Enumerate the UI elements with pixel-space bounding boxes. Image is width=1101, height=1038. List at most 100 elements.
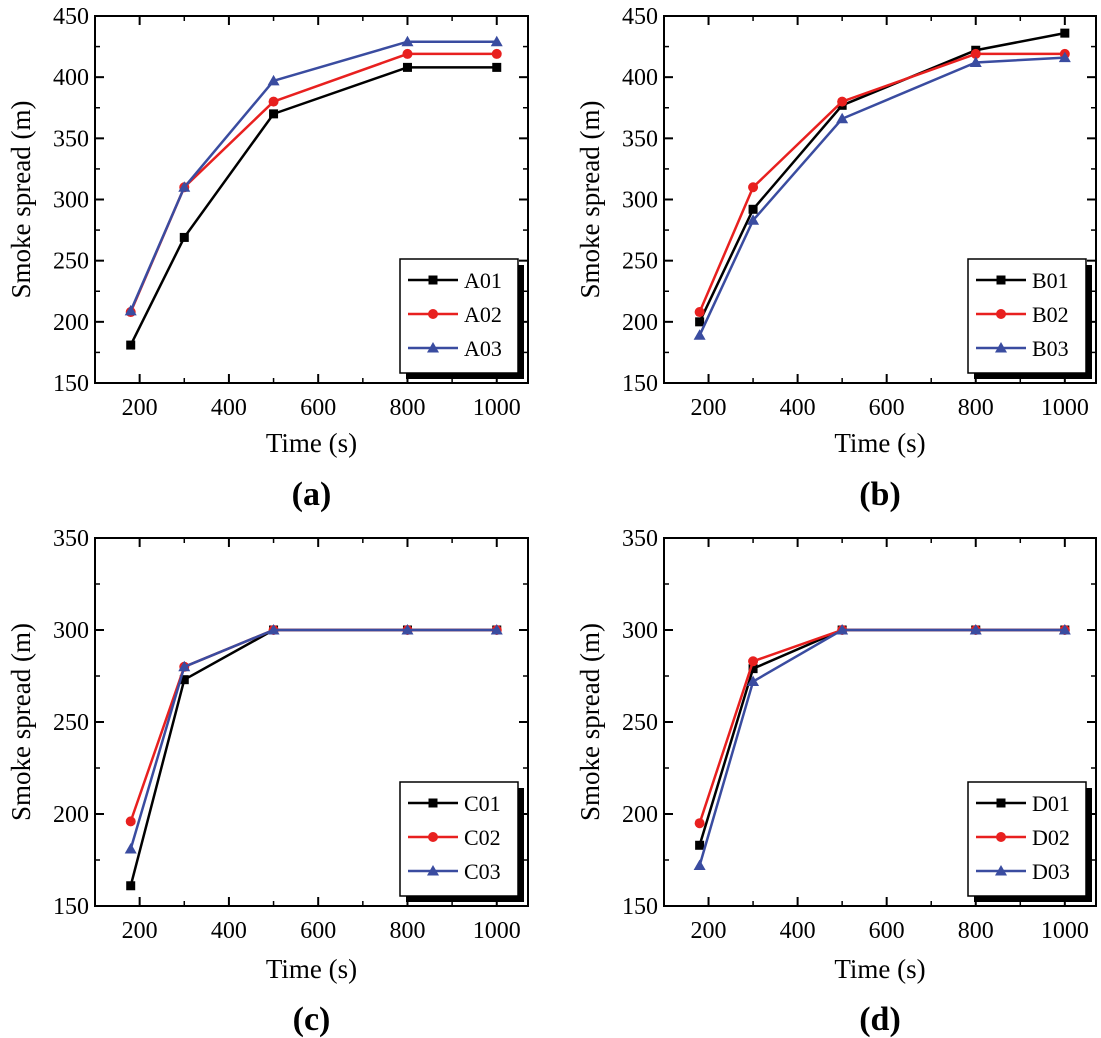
panel-b-data-point-B03 [693,329,706,340]
panel-b-x-tick-label: 600 [869,395,905,421]
panel-d-y-tick-label: 200 [622,802,658,828]
panel-a-legend-label-A02: A02 [464,302,502,327]
panel-c-data-point-C02 [125,816,136,827]
panel-b-x-axis-title: Time (s) [834,428,925,458]
panel-d-legend-label-D02: D02 [1032,825,1070,850]
panel-c-data-point-C03 [490,624,503,635]
panel-b-y-tick-label: 400 [622,65,658,91]
panel-d-y-tick-label: 350 [622,526,658,552]
panel-b-data-point-B01 [1060,28,1070,38]
panel-b-data-point-B02 [694,307,705,318]
panel-d-y-axis-title: Smoke spread (m) [575,623,605,821]
panel-d-legend-marker-D02 [996,832,1006,842]
panel-b-legend-marker-B02 [996,309,1006,319]
panel-d-legend-label-D01: D01 [1032,791,1070,816]
panel-a-y-tick-label: 450 [53,4,89,30]
panel-a-x-tick-label: 1000 [473,395,521,421]
panel-b-data-point-B01 [695,317,705,327]
panel-d-y-tick-label: 150 [622,894,658,920]
panel-a: 150 200 250 300 350 400 450 200 400 600 800 1000 Tim… [6,4,529,513]
panel-a-data-point-A02 [268,96,279,107]
panel-b-data-point-B03 [747,214,760,225]
panel-c-y-tick-label: 200 [53,802,89,828]
panel-c-data-point-C03 [401,624,414,635]
panel-d-caption: (d) [859,1001,901,1038]
panel-a-legend-marker-A03 [427,342,439,353]
panel-d-data-point-D01 [695,840,705,850]
panel-d-x-tick-label: 200 [691,918,727,944]
panel-c-x-tick-label: 200 [122,918,158,944]
panel-c-data-point-C03 [124,842,137,854]
panel-b-caption: (b) [859,476,901,513]
panel-b-y-tick-label: 200 [622,310,658,336]
panel-d-data-point-D03 [836,624,849,635]
panel-c-legend-box [399,781,519,897]
panel-c-data-point-C01 [126,881,136,891]
panel-c-legend-label-C03: C03 [464,859,501,884]
panel-a-data-point-A03 [267,74,280,86]
panel-a-data-point-A01 [492,62,502,72]
panel-c-legend-marker-C01 [428,798,438,808]
panel-c-y-axis-title: Smoke spread (m) [6,623,36,821]
panel-d-x-tick-label: 400 [780,918,816,944]
panel-b-x-tick-label: 800 [958,395,994,421]
panel-a-y-tick-label: 150 [53,371,89,397]
panel-a-legend-marker-A02 [428,309,438,319]
panel-c: 150 200 250 300 350 200 400 600 800 1000 Time (s) S… [6,526,529,1038]
panel-d-x-tick-label: 1000 [1041,918,1089,944]
panel-c-y-tick-label: 250 [53,710,89,736]
panel-d-data-point-D03 [747,675,760,687]
panel-b-data-point-B02 [748,182,759,193]
panel-a-data-point-A01 [269,109,279,119]
panel-a-x-tick-label: 800 [389,395,425,421]
panel-c-x-tick-label: 800 [389,918,425,944]
panel-a-data-point-A01 [179,232,189,242]
panel-c-data-point-C03 [267,624,280,635]
panel-a-data-point-A01 [126,340,136,350]
panel-b-data-point-B02 [837,96,848,107]
panel-c-y-tick-label: 300 [53,618,89,644]
panel-c-caption: (c) [293,1001,331,1038]
panel-a-y-axis-title: Smoke spread (m) [6,101,36,299]
panel-c-legend-marker-C02 [428,832,438,842]
panel-d-data-point-D03 [1058,624,1071,635]
panel-a-legend-box [399,258,519,374]
panel-a-y-tick-label: 300 [53,188,89,214]
panel-a-x-tick-label: 200 [122,395,158,421]
panel-b-legend-marker-B01 [996,275,1006,285]
panel-a-legend-label-A03: A03 [464,336,502,361]
panel-a-y-tick-label: 350 [53,126,89,152]
panel-b-x-tick-label: 200 [691,395,727,421]
panel-b-y-tick-label: 300 [622,188,658,214]
panel-a-legend-label-A01: A01 [464,268,502,293]
panel-d-y-tick-label: 250 [622,710,658,736]
panel-c-x-tick-label: 1000 [473,918,521,944]
panel-d-data-point-D02 [748,656,759,667]
panel-d-x-tick-label: 800 [958,918,994,944]
panel-a-y-tick-label: 250 [53,249,89,275]
panel-c-y-tick-label: 150 [53,894,89,920]
panel-b-data-point-B02 [970,48,981,59]
panel-b-legend-label-B01: B01 [1032,268,1069,293]
panel-b-x-tick-label: 400 [780,395,816,421]
panel-b-data-point-B03 [1058,51,1071,63]
panel-c-legend-label-C02: C02 [464,825,501,850]
panel-d-x-axis-title: Time (s) [834,954,925,984]
panel-a-data-point-A03 [178,181,191,192]
panel-b-x-tick-label: 1000 [1041,395,1089,421]
panel-d-data-point-D01 [748,664,758,674]
panel-a-data-point-A03 [124,304,137,316]
panel-a-data-point-A03 [490,35,503,47]
panel-d-legend-marker-D03 [995,865,1007,876]
panel-c-x-axis-title: Time (s) [266,954,357,984]
panel-c-legend-marker-C03 [427,865,439,876]
panel-d-data-point-D03 [693,859,706,871]
panel-c-data-point-C01 [179,675,189,685]
panel-a-y-tick-label: 200 [53,310,89,336]
panel-b-legend-label-B02: B02 [1032,302,1069,327]
panel-c-x-tick-label: 600 [300,918,336,944]
panel-a-x-tick-label: 600 [300,395,336,421]
panel-d-legend-label-D03: D03 [1032,859,1070,884]
panel-b-legend-box [967,258,1087,374]
